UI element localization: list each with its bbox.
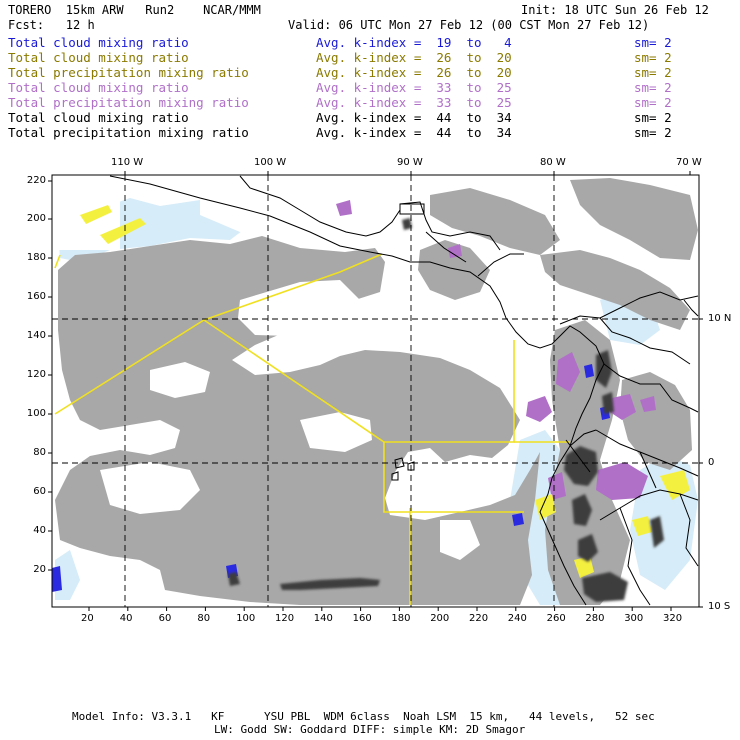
field-name: Total cloud mixing ratio — [8, 35, 189, 50]
bottom-grid-label: 140 — [313, 613, 333, 624]
right-latitude-label: 10 N — [708, 313, 732, 324]
bottom-grid-label: 280 — [585, 613, 605, 624]
right-latitude-label: 10 S — [708, 601, 731, 612]
field-name: Total cloud mixing ratio — [8, 110, 189, 125]
bottom-grid-label: 300 — [624, 613, 644, 624]
left-grid-label: 160 — [26, 291, 46, 302]
top-longitude-label: 90 W — [397, 157, 423, 168]
field-row: Total cloud mixing ratio Avg. k-index = 2… — [8, 50, 736, 65]
left-grid-label: 40 — [33, 525, 46, 536]
field-smoothing: sm= 2 — [634, 110, 672, 125]
field-row: Total precipitation mixing ratio Avg. k-i… — [8, 65, 736, 80]
lat-lon-grid — [52, 175, 699, 607]
bottom-grid-label: 220 — [469, 613, 489, 624]
left-grid-label: 80 — [33, 447, 46, 458]
header-title: TORERO 15km ARW Run2 NCAR/MMM — [8, 3, 261, 17]
top-longitude-label: 70 W — [676, 157, 702, 168]
bottom-grid-label: 80 — [197, 613, 211, 624]
bottom-grid-label: 40 — [119, 613, 133, 624]
left-grid-label: 20 — [33, 564, 46, 575]
left-grid-label: 60 — [33, 486, 46, 497]
field-smoothing: sm= 2 — [634, 35, 672, 50]
left-grid-label: 180 — [26, 252, 46, 263]
bottom-grid-label: 100 — [236, 613, 256, 624]
field-k-index: Avg. k-index = 44 to 34 — [316, 110, 512, 125]
field-smoothing: sm= 2 — [634, 50, 672, 65]
field-smoothing: sm= 2 — [634, 95, 672, 110]
field-k-index: Avg. k-index = 44 to 34 — [316, 125, 512, 140]
field-k-index: Avg. k-index = 19 to 4 — [316, 35, 512, 50]
left-grid-label: 120 — [26, 369, 46, 380]
field-row: Total precipitation mixing ratio Avg. k-i… — [8, 95, 736, 110]
map-frame — [51, 174, 700, 608]
left-grid-label: 140 — [26, 330, 46, 341]
header-forecast: Fcst: 12 h — [8, 18, 95, 32]
field-name: Total cloud mixing ratio — [8, 50, 189, 65]
physics-info: LW: Godd SW: Goddard DIFF: simple KM: 2D… — [214, 723, 526, 736]
bottom-grid-label: 200 — [430, 613, 450, 624]
bottom-grid-label: 120 — [275, 613, 295, 624]
top-longitude-label: 80 W — [540, 157, 566, 168]
field-name: Total precipitation mixing ratio — [8, 95, 249, 110]
top-longitude-label: 110 W — [111, 157, 144, 168]
field-smoothing: sm= 2 — [634, 65, 672, 80]
header-init: Init: 18 UTC Sun 26 Feb 12 — [521, 3, 709, 17]
right-latitude-label: 0 — [708, 457, 715, 468]
model-info: Model Info: V3.3.1 KF YSU PBL WDM 6class… — [72, 710, 655, 723]
bottom-grid-label: 320 — [663, 613, 683, 624]
bottom-grid-label: 20 — [81, 613, 94, 624]
header-valid: Valid: 06 UTC Mon 27 Feb 12 (00 CST Mon … — [288, 18, 650, 32]
bottom-grid-label: 260 — [546, 613, 566, 624]
field-row: Total cloud mixing ratio Avg. k-index = 1… — [8, 35, 736, 50]
left-grid-label: 200 — [26, 213, 46, 224]
field-k-index: Avg. k-index = 33 to 25 — [316, 95, 512, 110]
field-name: Total cloud mixing ratio — [8, 80, 189, 95]
purple-precip-patches — [336, 200, 656, 500]
field-k-index: Avg. k-index = 33 to 25 — [316, 80, 512, 95]
bottom-grid-label: 180 — [391, 613, 411, 624]
left-grid-label: 220 — [26, 175, 46, 186]
bottom-grid-label: 160 — [352, 613, 372, 624]
field-name: Total precipitation mixing ratio — [8, 125, 249, 140]
field-k-index: Avg. k-index = 26 to 20 — [316, 65, 512, 80]
field-name: Total precipitation mixing ratio — [8, 65, 249, 80]
field-smoothing: sm= 2 — [634, 125, 672, 140]
field-smoothing: sm= 2 — [634, 80, 672, 95]
coastlines — [109, 175, 699, 606]
bottom-grid-label: 60 — [158, 613, 172, 624]
dark-gray-cores — [228, 218, 664, 602]
field-row: Total cloud mixing ratio Avg. k-index = 3… — [8, 80, 736, 95]
field-row: Total precipitation mixing ratio Avg. k-i… — [8, 125, 736, 140]
field-row: Total cloud mixing ratio Avg. k-index = 4… — [8, 110, 736, 125]
bottom-grid-label: 240 — [507, 613, 527, 624]
left-grid-label: 100 — [26, 408, 46, 419]
domain-boundaries — [54, 253, 570, 605]
field-k-index: Avg. k-index = 26 to 20 — [316, 50, 512, 65]
top-longitude-label: 100 W — [254, 157, 287, 168]
